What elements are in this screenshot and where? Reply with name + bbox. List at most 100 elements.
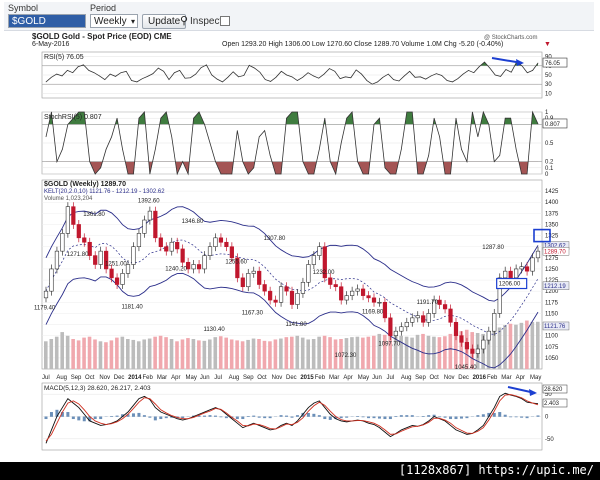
inspect-checkbox[interactable] bbox=[220, 16, 230, 26]
rsi-point bbox=[61, 75, 63, 77]
candle-body bbox=[196, 264, 202, 270]
volume-bar bbox=[175, 341, 179, 369]
footer-bar: [1128x867] https://upic.me/ bbox=[0, 462, 600, 480]
macd-histogram-bar bbox=[208, 415, 212, 417]
rsi-point bbox=[72, 72, 74, 73]
stochrsi-point bbox=[226, 173, 227, 175]
x-tick-label: 2015 bbox=[300, 375, 314, 381]
price-annotation: 1179.40 bbox=[34, 305, 56, 311]
volume-bar bbox=[503, 325, 507, 369]
rsi-point bbox=[45, 81, 47, 83]
volume-bar bbox=[404, 336, 409, 369]
x-tick-label: Nov bbox=[444, 375, 455, 381]
rsi-point bbox=[452, 81, 453, 83]
macd-histogram-bar bbox=[153, 416, 157, 421]
macd-histogram-bar bbox=[241, 416, 245, 420]
volume-bar bbox=[147, 338, 152, 369]
rsi-point bbox=[131, 80, 132, 81]
stochrsi-point bbox=[165, 111, 167, 113]
candle-body bbox=[530, 257, 535, 272]
rsi-point bbox=[179, 70, 180, 71]
candle-body bbox=[109, 268, 114, 279]
rsi-point bbox=[136, 81, 138, 83]
stochrsi-point bbox=[411, 111, 413, 113]
candle-body bbox=[426, 313, 431, 323]
macd-histogram-bar bbox=[49, 412, 53, 417]
macd-histogram-bar bbox=[115, 415, 119, 417]
volume-bar bbox=[268, 341, 272, 369]
volume-bar bbox=[87, 336, 92, 369]
price-annotation: 1240.20 bbox=[165, 266, 187, 272]
price-tick-label: 1075 bbox=[545, 345, 559, 351]
candle-body bbox=[278, 286, 284, 303]
rsi-point bbox=[393, 79, 394, 80]
macd-hist-label: 2.403 bbox=[544, 401, 560, 407]
period-select[interactable]: Weekly ▾ bbox=[90, 14, 138, 28]
rsi-point bbox=[500, 76, 501, 77]
macd-value-box bbox=[542, 384, 568, 394]
rsi-point bbox=[147, 76, 148, 77]
rsi-point bbox=[152, 73, 154, 74]
volume-bar bbox=[44, 341, 48, 369]
rsi-point bbox=[371, 83, 373, 85]
x-tick-label: Apr bbox=[516, 375, 525, 381]
rsi-point bbox=[222, 81, 223, 83]
macd-histogram-bar bbox=[285, 415, 289, 417]
price-tick-label: 1050 bbox=[545, 356, 559, 362]
volume-bar bbox=[76, 340, 81, 369]
macd-histogram-bar bbox=[492, 412, 496, 417]
volume-bar bbox=[109, 340, 114, 369]
price-tick-label: 1225 bbox=[545, 278, 559, 284]
stochrsi-point bbox=[373, 124, 375, 125]
macd-histogram-bar bbox=[203, 415, 207, 417]
x-tick-label: Oct bbox=[85, 375, 95, 381]
macd-histogram-bar bbox=[110, 416, 114, 417]
candle-body bbox=[339, 286, 344, 301]
stochrsi-point bbox=[351, 111, 353, 113]
rsi-value-box bbox=[542, 57, 568, 68]
macd-histogram-bar bbox=[148, 416, 152, 418]
candle-body bbox=[71, 206, 76, 225]
price-annotation: 1232.00 bbox=[313, 270, 335, 276]
candle-body bbox=[415, 315, 420, 319]
rsi-point bbox=[307, 72, 309, 73]
stochrsi-point bbox=[155, 148, 156, 150]
volume-bar bbox=[388, 332, 392, 369]
candle-body bbox=[49, 268, 54, 292]
volume-bar bbox=[208, 339, 212, 369]
rsi-point bbox=[478, 66, 480, 68]
stochrsi-point bbox=[220, 173, 222, 175]
candle-body bbox=[98, 250, 103, 265]
rsi-point bbox=[334, 71, 336, 72]
macd-histogram-bar bbox=[126, 414, 130, 417]
volume-bar bbox=[71, 339, 75, 369]
rsi-tick-label: 50 bbox=[545, 73, 552, 79]
macd-histogram-bar bbox=[465, 416, 469, 419]
x-tick-label: Mar bbox=[157, 375, 167, 381]
volume-bar bbox=[443, 336, 447, 369]
candle-body bbox=[421, 315, 426, 323]
candle-body bbox=[268, 290, 273, 301]
stochrsi-point bbox=[477, 136, 479, 138]
rsi-point bbox=[104, 79, 106, 80]
x-tick-label: 2016 bbox=[473, 375, 487, 381]
macd-tick-label: 50 bbox=[545, 392, 552, 398]
macd-histogram-bar bbox=[44, 416, 48, 420]
x-tick-label: Aug bbox=[56, 375, 67, 381]
update-button[interactable]: Update bbox=[142, 14, 187, 29]
volume-bar bbox=[164, 337, 168, 369]
volume-bar bbox=[262, 340, 267, 369]
price-annotation: 1361.80 bbox=[83, 212, 105, 218]
stochrsi-point bbox=[67, 124, 69, 125]
symbol-input[interactable]: $GOLD bbox=[8, 14, 86, 28]
rsi-point bbox=[537, 62, 539, 64]
rsi-point bbox=[446, 80, 448, 81]
stochrsi-tick-label: 1 bbox=[545, 110, 549, 116]
rsi-point bbox=[339, 78, 341, 79]
macd-histogram-bar bbox=[252, 415, 256, 417]
candle-body bbox=[350, 290, 355, 296]
stochrsi-oversold-fill bbox=[46, 161, 538, 174]
symbol-label: Symbol bbox=[8, 3, 39, 13]
stochrsi-point bbox=[510, 117, 511, 119]
candle-body bbox=[432, 299, 437, 314]
